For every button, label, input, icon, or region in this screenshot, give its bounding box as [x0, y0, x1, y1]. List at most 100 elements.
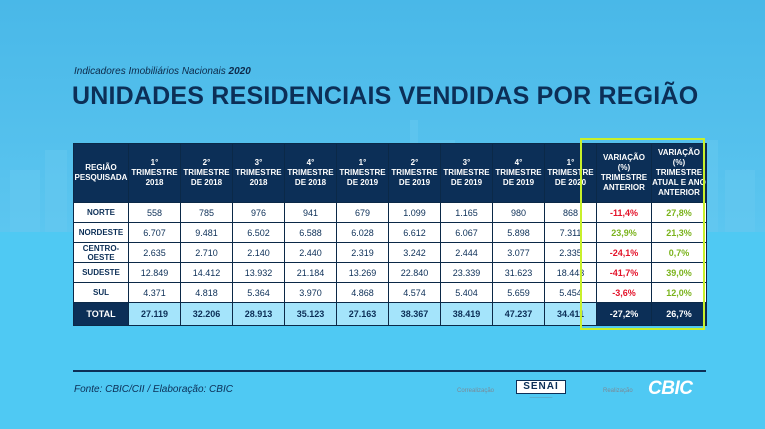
table-cell: 6.612	[388, 222, 441, 243]
variation-year-over-year: 39,0%	[651, 262, 707, 283]
region-label: CENTRO-OESTE	[73, 242, 129, 263]
variation-previous-quarter: -3,6%	[596, 282, 652, 303]
total-variation-previous-quarter: -27,2%	[596, 302, 652, 326]
column-header-line: (%)	[617, 163, 631, 172]
region-label: NORDESTE	[73, 222, 129, 243]
table-cell: 868	[544, 202, 597, 223]
table-cell: 2.444	[440, 242, 493, 263]
table-cell: 6.588	[284, 222, 337, 243]
senai-logo: SENAI ────────	[516, 380, 566, 402]
column-header-line: 2°	[202, 158, 211, 167]
column-header-line: DE 2018	[190, 178, 223, 187]
table-body: NORTE 558 785 976 941 679 1.099 1.165 980 868 -11,…	[73, 202, 707, 303]
column-header-line: TRIMESTRE	[287, 168, 334, 177]
cbic-logo: CBIC	[648, 378, 693, 399]
column-header: VARIAÇÃO (%) TRIMESTRE ATUAL E ANO ANTERIOR	[651, 143, 707, 203]
table-cell: 2.440	[284, 242, 337, 263]
column-header-line: ANTERIOR	[603, 183, 645, 192]
column-header-line: TRIMESTRE	[495, 168, 542, 177]
table-cell: 980	[492, 202, 545, 223]
table-cell: 976	[232, 202, 285, 223]
table-header-row: REGIÃO PESQUISADA 1° TRIMESTRE 2018 2° TRIMEST…	[73, 143, 707, 203]
table-cell: 13.932	[232, 262, 285, 283]
column-header-line: 1°	[358, 158, 367, 167]
variation-year-over-year: 21,3%	[651, 222, 707, 243]
column-header-line: VARIAÇÃO (%)	[657, 148, 701, 167]
column-header: 1° TRIMESTRE DE 2020	[544, 143, 597, 203]
table-cell: 941	[284, 202, 337, 223]
column-header-line: 2°	[410, 158, 419, 167]
variation-year-over-year: 27,8%	[651, 202, 707, 223]
table-total-row: TOTAL 27.119 32.206 28.913 35.123 27.163 38.36…	[73, 302, 707, 326]
table-cell: 13.269	[336, 262, 389, 283]
table-row: CENTRO-OESTE 2.635 2.710 2.140 2.440 2.319 3.2…	[73, 242, 707, 263]
table-cell: 5.404	[440, 282, 493, 303]
variation-previous-quarter: 23,9%	[596, 222, 652, 243]
total-cell: 27.119	[128, 302, 181, 326]
column-header-line: 1°	[150, 158, 159, 167]
table-cell: 3.970	[284, 282, 337, 303]
senai-logo-subline: ────────	[529, 395, 553, 400]
table-cell: 2.319	[336, 242, 389, 263]
column-header-line: VARIAÇÃO	[602, 153, 646, 162]
table-cell: 2.710	[180, 242, 233, 263]
column-header: 4° TRIMESTRE DE 2019	[492, 143, 545, 203]
page-title: UNIDADES RESIDENCIAIS VENDIDAS POR REGIÃ…	[72, 82, 699, 110]
total-cell: 28.913	[232, 302, 285, 326]
table-cell: 1.099	[388, 202, 441, 223]
table-cell: 9.481	[180, 222, 233, 243]
column-header-line: ANTERIOR	[658, 188, 700, 197]
table-cell: 2.635	[128, 242, 181, 263]
table-cell: 3.242	[388, 242, 441, 263]
column-header-line: 3°	[254, 158, 263, 167]
table-cell: 1.165	[440, 202, 493, 223]
table-cell: 12.849	[128, 262, 181, 283]
region-label: NORTE	[73, 202, 129, 223]
column-header-line: TRIMESTRE	[391, 168, 438, 177]
column-header-line: PESQUISADA	[74, 173, 128, 182]
table-row: SUL 4.371 4.818 5.364 3.970 4.868 4.574 5.404 5.…	[73, 282, 707, 303]
column-header-line: REGIÃO	[85, 163, 117, 172]
total-label: TOTAL	[73, 302, 129, 326]
table-cell: 7.311	[544, 222, 597, 243]
table-cell: 23.339	[440, 262, 493, 283]
table-cell: 5.364	[232, 282, 285, 303]
table-cell: 4.574	[388, 282, 441, 303]
table-cell: 18.443	[544, 262, 597, 283]
table-cell: 14.412	[180, 262, 233, 283]
column-header-line: DE 2019	[450, 178, 483, 187]
report-subtitle: Indicadores Imobiliários Nacionais 2020	[74, 66, 251, 77]
variation-previous-quarter: -24,1%	[596, 242, 652, 263]
table-row: NORDESTE 6.707 9.481 6.502 6.588 6.028 6.612 6.…	[73, 222, 707, 243]
table-cell: 6.707	[128, 222, 181, 243]
total-cell: 35.123	[284, 302, 337, 326]
column-header-line: TRIMESTRE	[131, 168, 178, 177]
total-cell: 38.419	[440, 302, 493, 326]
table-cell: 4.818	[180, 282, 233, 303]
table-cell: 2.335	[544, 242, 597, 263]
table-cell: 5.898	[492, 222, 545, 243]
cofunding-label: Correalização	[457, 388, 495, 394]
total-cell: 47.237	[492, 302, 545, 326]
column-header-line: DE 2018	[294, 178, 327, 187]
column-header-line: 1°	[566, 158, 575, 167]
total-cell: 34.411	[544, 302, 597, 326]
table-cell: 31.623	[492, 262, 545, 283]
variation-year-over-year: 12,0%	[651, 282, 707, 303]
region-label: SUDESTE	[73, 262, 129, 283]
table-cell: 2.140	[232, 242, 285, 263]
table-cell: 4.868	[336, 282, 389, 303]
column-header-line: 4°	[306, 158, 315, 167]
source-note: Fonte: CBIC/CII / Elaboração: CBIC	[74, 384, 233, 395]
table-cell: 6.067	[440, 222, 493, 243]
column-header-line: TRIMESTRE	[339, 168, 386, 177]
column-header: 3° TRIMESTRE 2018	[232, 143, 285, 203]
table-cell: 785	[180, 202, 233, 223]
column-header-line: TRIMESTRE	[600, 173, 648, 182]
table-row: SUDESTE 12.849 14.412 13.932 21.184 13.269 22.…	[73, 262, 707, 283]
column-header-line: TRIMESTRE	[547, 168, 594, 177]
column-header-line: 2018	[145, 178, 164, 187]
column-header-line: 2018	[249, 178, 268, 187]
column-header-line: DE 2020	[554, 178, 587, 187]
table-cell: 22.840	[388, 262, 441, 283]
